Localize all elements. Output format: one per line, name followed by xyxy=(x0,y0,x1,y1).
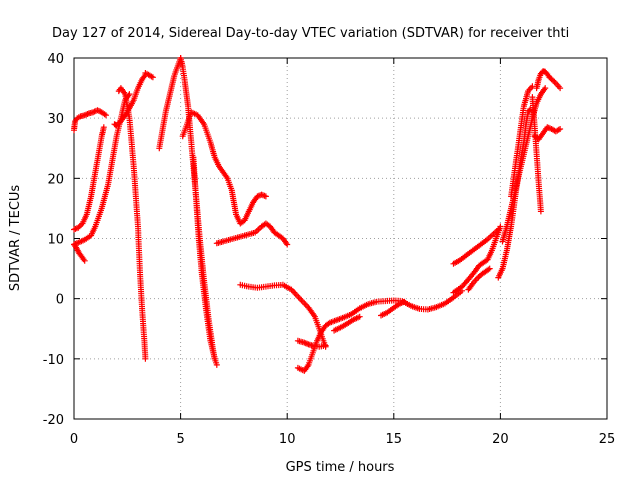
series-arc-8 xyxy=(156,55,184,152)
x-tick-label: 0 xyxy=(70,432,78,447)
y-tick-labels: -20 -10 0 10 20 30 40 xyxy=(43,52,64,428)
data-marks xyxy=(71,55,564,374)
data-point-markers xyxy=(533,68,564,92)
x-tick-labels: 0 5 10 15 20 25 xyxy=(70,432,615,447)
chart-title: Day 127 of 2014, Sidereal Day-to-day VTE… xyxy=(52,26,569,41)
data-point-markers xyxy=(71,107,109,134)
data-point-markers xyxy=(508,83,536,200)
data-point-markers xyxy=(450,226,502,267)
series-arc-25 xyxy=(531,124,564,143)
y-tick-label: 40 xyxy=(47,52,64,67)
series-arc-12 xyxy=(213,220,291,248)
series-arc-19 xyxy=(450,223,504,296)
series-arc-6 xyxy=(115,85,149,362)
series-arc-20 xyxy=(465,265,493,293)
y-axis-label: SDTVAR / TECUs xyxy=(8,185,23,292)
x-tick-label: 10 xyxy=(279,432,296,447)
series-arc-23 xyxy=(508,83,536,200)
data-point-markers xyxy=(179,109,269,227)
data-point-markers xyxy=(465,265,493,293)
x-tick-label: 15 xyxy=(386,432,403,447)
data-point-markers xyxy=(294,287,465,374)
x-tick-label: 5 xyxy=(176,432,184,447)
data-point-markers xyxy=(213,220,291,248)
data-point-markers xyxy=(378,298,408,319)
x-tick-label: 25 xyxy=(599,432,616,447)
series-arc-15 xyxy=(294,337,329,350)
series-arc-7 xyxy=(142,70,156,81)
data-point-markers xyxy=(71,91,133,248)
series-arc-10 xyxy=(179,109,269,227)
series-arc-24 xyxy=(533,68,564,92)
data-point-markers xyxy=(531,124,564,143)
data-point-markers xyxy=(331,313,363,334)
series-arc-16 xyxy=(331,313,363,334)
data-point-markers xyxy=(450,223,504,296)
data-point-markers xyxy=(71,124,107,233)
x-axis-label: GPS time / hours xyxy=(286,460,395,475)
data-point-markers xyxy=(156,55,184,152)
series-arc-4 xyxy=(71,91,133,248)
data-point-markers xyxy=(142,70,156,81)
series-arc-11 xyxy=(190,154,218,362)
y-tick-label: 0 xyxy=(56,293,64,308)
data-point-markers xyxy=(529,94,544,215)
series-arc-3 xyxy=(71,124,107,233)
data-point-markers xyxy=(177,55,220,368)
series-arc-9 xyxy=(177,55,220,368)
x-tick-label: 20 xyxy=(492,432,509,447)
y-tick-label: 20 xyxy=(47,172,64,187)
y-tick-label: -20 xyxy=(43,413,64,428)
y-tick-label: 30 xyxy=(47,112,64,127)
data-point-markers xyxy=(294,337,329,350)
y-tick-label: 10 xyxy=(47,233,64,248)
series-arc-18 xyxy=(450,226,502,267)
series-arc-17 xyxy=(378,298,408,319)
series-arc-26 xyxy=(529,94,544,215)
y-tick-label: -10 xyxy=(43,353,64,368)
data-point-markers xyxy=(115,85,149,362)
series-arc-14 xyxy=(294,287,465,374)
series-arc-1 xyxy=(71,107,109,134)
data-point-markers xyxy=(190,154,218,362)
